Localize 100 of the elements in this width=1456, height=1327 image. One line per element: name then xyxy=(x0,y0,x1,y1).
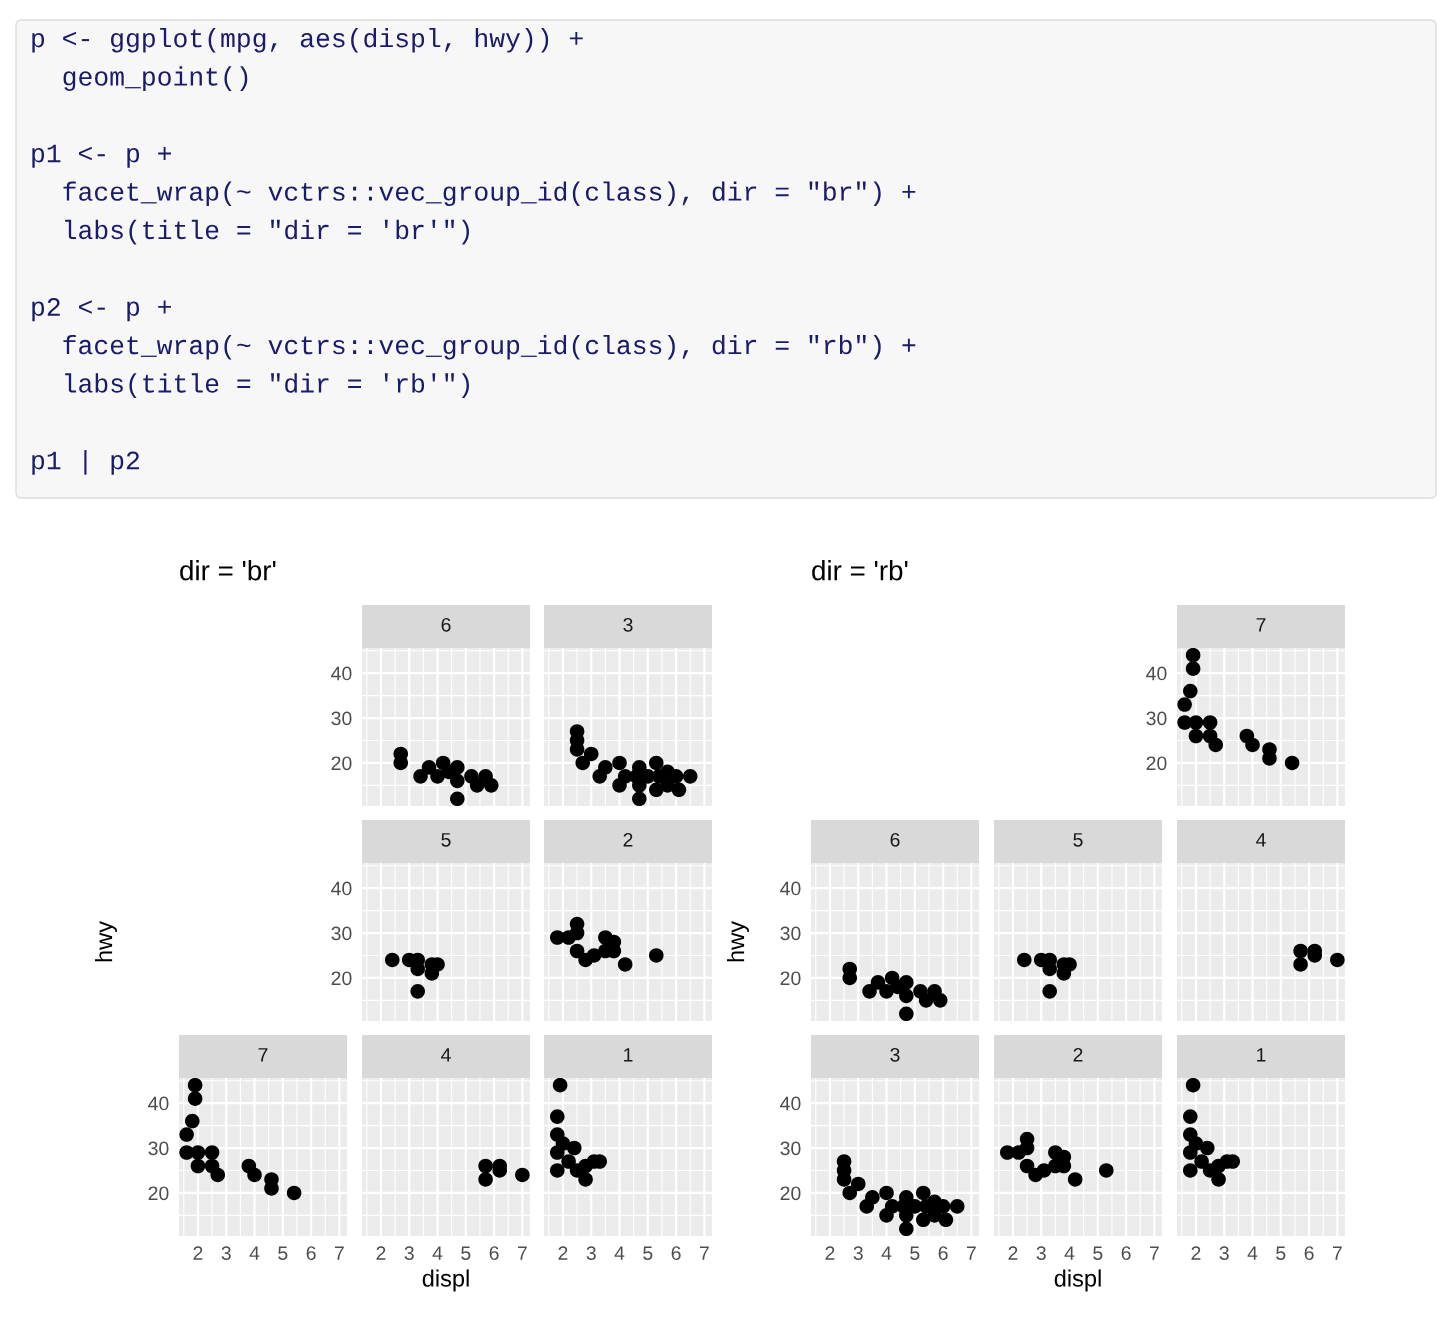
point xyxy=(569,742,585,757)
point xyxy=(421,760,437,775)
x-tick-label: 5 xyxy=(910,1246,920,1260)
text: p <- ggplot(mpg, aes(displ, hwy)) + geom_point() p1 <- p + facet_wrap(~ vctrs::vec_group_id(class), dir = "br") + labs(title = "dir = 'br'") p2 <- p + facet_wrap(~ vctrs::vec_group_id(class), dir = "rb") + labs(title = "dir = 'rb'") p1 | p2 xyxy=(32,28,916,475)
chart-title: 7 xyxy=(1256,618,1266,632)
point xyxy=(916,1185,931,1201)
point xyxy=(1208,737,1224,753)
point xyxy=(1194,1154,1209,1169)
chart-title: 5 xyxy=(1073,833,1083,847)
point xyxy=(1183,683,1198,699)
point xyxy=(1183,1163,1198,1178)
y-tick-label: 40 xyxy=(780,881,801,896)
point xyxy=(478,1172,493,1187)
x-tick-label: 6 xyxy=(1121,1246,1131,1260)
x-tick-label: 5 xyxy=(1093,1246,1103,1260)
point xyxy=(1185,1078,1201,1093)
x-axis-title: displ xyxy=(1054,1269,1101,1292)
point xyxy=(450,773,465,789)
y-tick-label: 30 xyxy=(148,1141,169,1156)
point xyxy=(899,975,914,990)
point xyxy=(899,1221,914,1236)
x-tick-label: 6 xyxy=(938,1246,948,1260)
x-tick-label: 2 xyxy=(193,1246,203,1260)
point xyxy=(932,993,948,1008)
point xyxy=(1188,715,1204,730)
point xyxy=(1185,661,1201,676)
chart-title: 4 xyxy=(441,1048,451,1062)
chart-title: 7 xyxy=(258,1048,268,1062)
x-tick-label: 4 xyxy=(1064,1246,1075,1260)
point xyxy=(578,1172,593,1187)
y-tick-label: 30 xyxy=(331,711,352,726)
chart-title: 2 xyxy=(1073,1047,1083,1062)
y-tick-label: 20 xyxy=(1146,756,1167,771)
point xyxy=(286,1185,302,1201)
x-tick-label: 4 xyxy=(432,1246,443,1260)
y-axis-title: hwy xyxy=(94,921,117,962)
point xyxy=(561,1154,576,1169)
point xyxy=(478,1158,493,1174)
point xyxy=(1185,648,1201,663)
y-tick-label: 20 xyxy=(331,971,352,986)
y-tick-label: 40 xyxy=(1146,666,1167,681)
x-tick-label: 2 xyxy=(825,1246,835,1260)
point xyxy=(1036,1163,1052,1178)
point xyxy=(879,1185,894,1201)
y-tick-label: 40 xyxy=(331,881,352,896)
x-tick-label: 4 xyxy=(1247,1246,1258,1260)
x-tick-label: 2 xyxy=(376,1246,386,1260)
point xyxy=(865,1190,880,1205)
point xyxy=(899,1006,914,1021)
y-tick-label: 20 xyxy=(780,1186,801,1201)
x-tick-label: 3 xyxy=(586,1246,596,1260)
point xyxy=(1330,952,1345,968)
point xyxy=(682,769,698,784)
point xyxy=(1262,751,1277,766)
chart-title: 5 xyxy=(441,833,451,847)
point xyxy=(187,1091,203,1106)
chart-title: 4 xyxy=(1256,833,1266,847)
point xyxy=(575,755,591,771)
x-tick-label: 4 xyxy=(249,1246,260,1260)
point xyxy=(1019,1158,1035,1174)
point xyxy=(850,1176,866,1192)
point xyxy=(632,791,647,806)
y-tick-label: 20 xyxy=(780,971,801,986)
x-tick-label: 6 xyxy=(671,1246,681,1260)
point xyxy=(1284,755,1300,771)
point xyxy=(1293,943,1308,959)
x-tick-label: 4 xyxy=(881,1246,892,1260)
x-tick-label: 6 xyxy=(306,1246,316,1260)
chart-title: 3 xyxy=(890,1047,900,1062)
point xyxy=(450,760,465,775)
point xyxy=(185,1113,200,1129)
point xyxy=(569,943,585,959)
point xyxy=(410,984,425,999)
point xyxy=(1245,737,1260,753)
point xyxy=(247,1167,262,1183)
x-tick-label: 2 xyxy=(1191,1246,1201,1260)
x-tick-label: 5 xyxy=(278,1246,288,1260)
point xyxy=(1177,697,1192,712)
point xyxy=(632,778,647,793)
chart-title: 1 xyxy=(624,1048,633,1062)
x-tick-label: 7 xyxy=(699,1246,709,1260)
x-tick-label: 5 xyxy=(461,1246,471,1260)
x-tick-label: 7 xyxy=(1332,1246,1342,1260)
y-tick-label: 30 xyxy=(331,926,352,941)
text: dir = 'br' xyxy=(180,560,276,581)
point xyxy=(862,984,877,999)
point xyxy=(1099,1163,1114,1178)
x-tick-label: 2 xyxy=(558,1246,568,1260)
point xyxy=(842,1185,858,1201)
x-tick-label: 3 xyxy=(1219,1246,1229,1260)
point xyxy=(204,1145,220,1160)
text: dir = 'rb' xyxy=(812,560,908,581)
chart-title: 1 xyxy=(1257,1048,1266,1062)
point xyxy=(649,755,664,771)
x-tick-label: 4 xyxy=(614,1246,625,1260)
point xyxy=(264,1181,279,1196)
point xyxy=(566,1140,582,1156)
point xyxy=(469,778,485,793)
x-tick-label: 7 xyxy=(966,1246,976,1260)
point xyxy=(899,988,914,1004)
